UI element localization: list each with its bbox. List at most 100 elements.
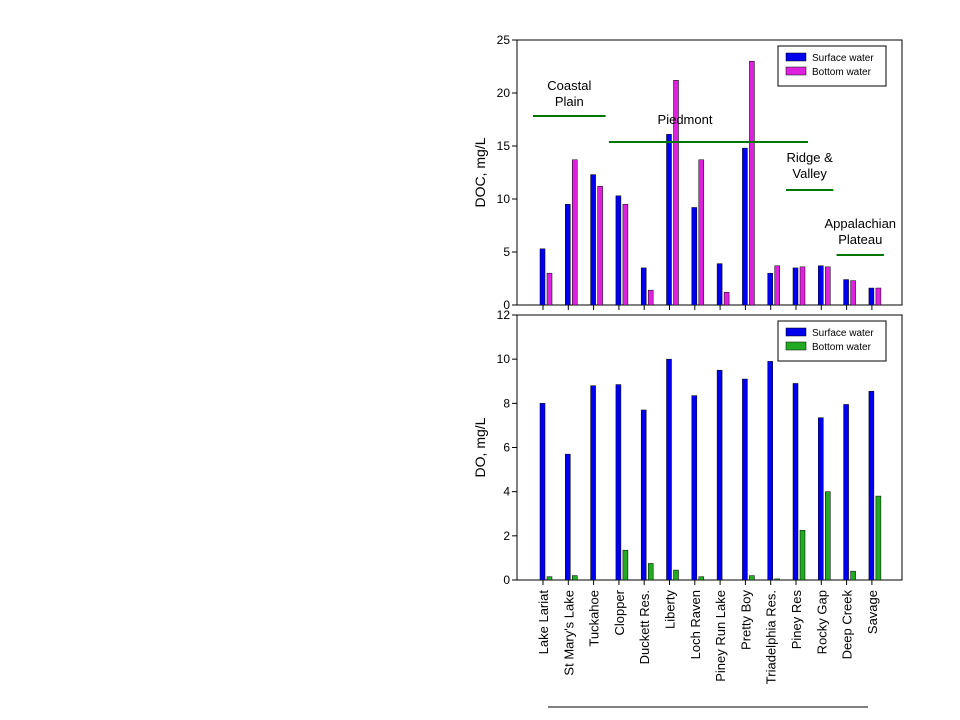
do-panel: 0 2 4 6 8 10 12 DO, mg/L Surface water Bottom wat… bbox=[472, 308, 903, 587]
bar-surface-water-savage bbox=[868, 287, 875, 306]
bar-surface-water-lake-lariat bbox=[539, 403, 546, 581]
y-tick-label: 4 bbox=[503, 485, 510, 499]
bar-bottom-water-pretty-boy bbox=[749, 60, 755, 306]
y-axis-title: DOC, mg/L bbox=[472, 137, 488, 207]
y-tick-label: 15 bbox=[497, 139, 511, 153]
bar-surface-water-piney-run-lake bbox=[716, 369, 723, 581]
bar-surface-water-liberty bbox=[666, 134, 672, 306]
y-tick-label: 10 bbox=[497, 352, 511, 366]
bar-bottom-water-loch-raven bbox=[698, 576, 705, 581]
doc-panel: 0 5 10 15 20 25 DOC, mg/L Surface water Bottom w… bbox=[472, 33, 903, 312]
bar-surface-water-loch-raven bbox=[691, 207, 698, 306]
category-label-piney-run-lake: Piney Run Lake bbox=[713, 590, 728, 682]
category-label-pretty-boy: Pretty Boy bbox=[738, 590, 753, 650]
bar-bottom-water-loch-raven bbox=[698, 159, 705, 306]
bar-surface-water-piney-res bbox=[792, 267, 799, 306]
y-tick-label: 12 bbox=[497, 308, 511, 322]
bar-surface-water-clopper bbox=[615, 384, 622, 581]
region-label-ridge-valley: Ridge & bbox=[787, 150, 834, 165]
bar-surface-water-pretty-boy bbox=[742, 378, 748, 581]
legend-label-bottom-water: Bottom water bbox=[812, 67, 872, 78]
legend-label-surface-water: Surface water bbox=[812, 53, 874, 64]
region-label-coastal-plain: Coastal bbox=[547, 78, 591, 93]
legend-box bbox=[777, 45, 887, 87]
region-label-appalachian-plateau: Plateau bbox=[838, 232, 882, 247]
bar-surface-water-rocky-gap bbox=[818, 265, 824, 306]
bar-bottom-water-savage bbox=[875, 287, 882, 306]
y-tick-label: 0 bbox=[503, 298, 510, 312]
category-label-st-mary-s-lake: St Mary's Lake bbox=[561, 590, 576, 676]
bar-surface-water-triadelphia-res bbox=[767, 361, 773, 581]
category-label-deep-creek: Deep Creek bbox=[840, 590, 855, 660]
bar-surface-water-lake-lariat bbox=[539, 248, 546, 306]
region-label-coastal-plain: Plain bbox=[555, 94, 584, 109]
region-label-appalachian-plateau: Appalachian bbox=[824, 216, 896, 231]
bar-bottom-water-triadelphia-res bbox=[774, 265, 780, 306]
bar-bottom-water-piney-res bbox=[799, 266, 806, 306]
bar-surface-water-liberty bbox=[666, 358, 672, 581]
bar-surface-water-deep-creek bbox=[843, 279, 849, 306]
bar-bottom-water-pretty-boy bbox=[749, 575, 755, 581]
bar-bottom-water-lake-lariat bbox=[546, 272, 553, 306]
bar-bottom-water-piney-res bbox=[799, 530, 806, 581]
legend-swatch-surface-water bbox=[785, 52, 807, 62]
category-label-lake-lariat: Lake Lariat bbox=[536, 590, 551, 655]
bar-bottom-water-duckett-res bbox=[647, 563, 654, 581]
y-tick-label: 25 bbox=[497, 33, 511, 47]
category-label-piney-res: Piney Res bbox=[789, 590, 804, 650]
legend-swatch-surface-water bbox=[785, 327, 807, 337]
y-tick-label: 6 bbox=[503, 441, 510, 455]
bar-bottom-water-piney-run-lake bbox=[723, 292, 730, 306]
bar-surface-water-triadelphia-res bbox=[767, 272, 773, 306]
legend-box bbox=[777, 320, 887, 362]
category-label-rocky-gap: Rocky Gap bbox=[814, 590, 829, 654]
plot-frame bbox=[516, 39, 903, 306]
bar-bottom-water-clopper bbox=[622, 549, 629, 581]
bar-surface-water-clopper bbox=[615, 195, 622, 306]
category-label-savage: Savage bbox=[865, 590, 880, 634]
bar-bottom-water-deep-creek bbox=[850, 280, 856, 306]
bar-surface-water-st-mary-s-lake bbox=[565, 204, 571, 306]
y-tick-label: 0 bbox=[503, 573, 510, 587]
bar-bottom-water-lake-lariat bbox=[546, 576, 553, 581]
bar-surface-water-st-mary-s-lake bbox=[565, 453, 571, 581]
bar-bottom-water-clopper bbox=[622, 204, 629, 306]
bar-bottom-water-tuckahoe bbox=[597, 186, 603, 306]
y-tick-label: 10 bbox=[497, 192, 511, 206]
bar-surface-water-pretty-boy bbox=[742, 147, 748, 306]
bar-bottom-water-rocky-gap bbox=[825, 266, 831, 306]
bar-bottom-water-st-mary-s-lake bbox=[572, 159, 578, 306]
y-tick-label: 20 bbox=[497, 86, 511, 100]
legend-swatch-bottom-water bbox=[785, 341, 807, 351]
y-tick-label: 8 bbox=[503, 396, 510, 410]
bar-bottom-water-savage bbox=[875, 495, 882, 581]
region-label-ridge-valley: Valley bbox=[792, 166, 827, 181]
category-labels: Lake Lariat St Mary's Lake Tuckahoe Clopper… bbox=[536, 589, 880, 684]
category-label-duckett-res: Duckett Res. bbox=[637, 590, 652, 664]
y-tick-label: 2 bbox=[503, 529, 510, 543]
category-label-liberty: Liberty bbox=[663, 590, 678, 630]
bar-bottom-water-rocky-gap bbox=[825, 491, 831, 581]
category-label-triadelphia-res: Triadelphia Res. bbox=[764, 590, 779, 684]
bar-bottom-water-deep-creek bbox=[850, 570, 856, 581]
category-label-clopper: Clopper bbox=[612, 589, 627, 635]
bar-bottom-water-liberty bbox=[673, 569, 679, 581]
bar-surface-water-piney-res bbox=[792, 383, 799, 581]
bar-surface-water-tuckahoe bbox=[590, 385, 596, 581]
bar-surface-water-loch-raven bbox=[691, 395, 698, 581]
bar-bottom-water-triadelphia-res bbox=[774, 578, 780, 581]
bar-surface-water-duckett-res bbox=[640, 409, 647, 581]
bar-bottom-water-st-mary-s-lake bbox=[572, 575, 578, 581]
bar-bottom-water-duckett-res bbox=[647, 289, 654, 306]
region-label-piedmont: Piedmont bbox=[658, 112, 713, 127]
bar-surface-water-rocky-gap bbox=[818, 417, 824, 581]
legend-label-surface-water: Surface water bbox=[812, 328, 874, 339]
category-label-loch-raven: Loch Raven bbox=[688, 590, 703, 659]
category-label-tuckahoe: Tuckahoe bbox=[587, 590, 602, 647]
y-axis-title: DO, mg/L bbox=[472, 417, 488, 477]
y-tick-label: 5 bbox=[503, 245, 510, 259]
bar-surface-water-deep-creek bbox=[843, 404, 849, 581]
bar-surface-water-piney-run-lake bbox=[716, 263, 723, 306]
bar-surface-water-savage bbox=[868, 390, 875, 581]
